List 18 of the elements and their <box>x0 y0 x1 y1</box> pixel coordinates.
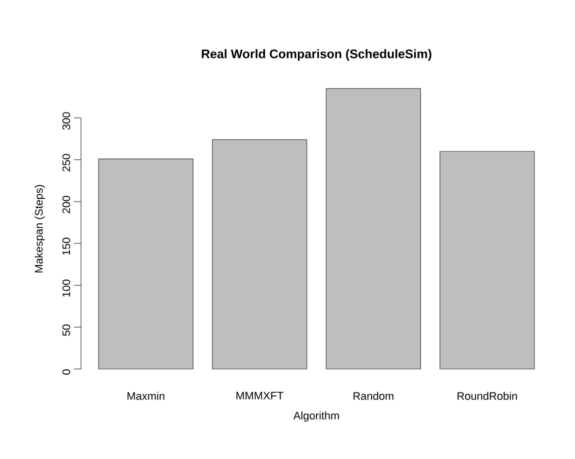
y-tick-label: 0 <box>62 369 70 375</box>
y-tick-label: 200 <box>62 196 70 214</box>
x-tick-label: RoundRobin <box>458 392 517 400</box>
y-tick-label: 150 <box>62 238 70 255</box>
y-tick-label: 250 <box>62 154 70 172</box>
bar <box>326 88 421 370</box>
bar <box>98 158 194 370</box>
x-axis-title: Algorithm <box>293 411 339 422</box>
y-tick-label: 50 <box>62 324 70 336</box>
x-tick-label: Maxmin <box>128 392 164 400</box>
x-tick-label: MMMXFT <box>236 392 284 400</box>
y-tick-label: 300 <box>62 112 70 130</box>
bar <box>212 139 308 370</box>
y-axis-title: Makespan (Steps) <box>34 185 45 272</box>
x-tick-label: Random <box>354 392 394 400</box>
bar <box>440 151 535 370</box>
y-tick-label: 100 <box>62 280 70 297</box>
chart-title: Real World Comparison (ScheduleSim) <box>202 49 432 61</box>
